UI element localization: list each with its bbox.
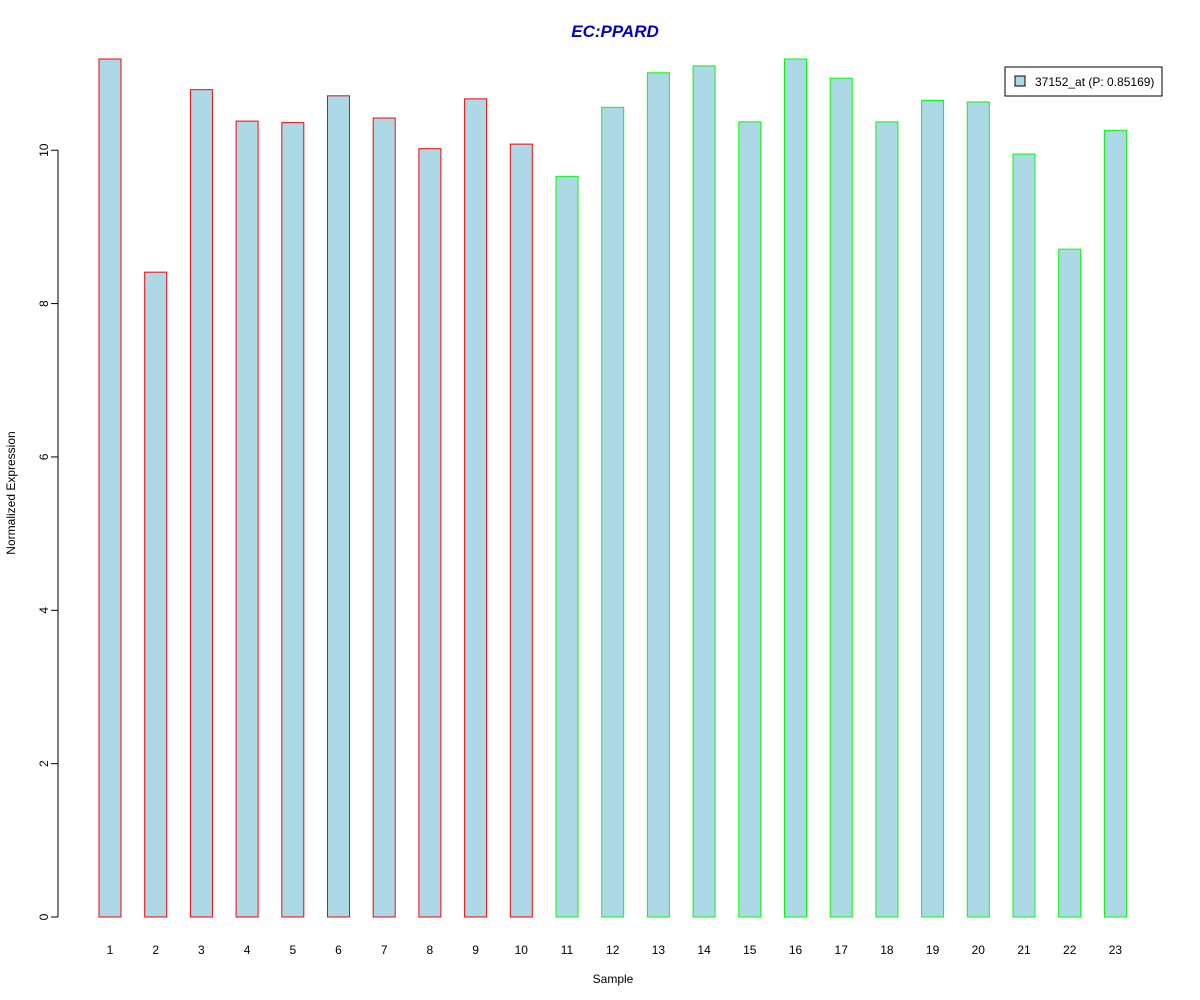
x-tick-label: 2	[152, 943, 159, 957]
bar-sample-17	[829, 77, 853, 918]
bar-sample-12	[601, 106, 625, 918]
x-tick-label: 17	[835, 943, 849, 957]
x-tick-label: 11	[561, 943, 574, 957]
bar-sample-6	[327, 95, 350, 918]
x-tick-label: 14	[697, 943, 711, 957]
x-tick-label: 1	[107, 943, 114, 957]
bar-sample-5	[281, 122, 305, 918]
y-tick-label: 8	[37, 300, 51, 307]
x-axis: 1 2 3 4 5 6 7 8 9 10 11 12 13 14 15 16 17 18 19 20 21 22 23	[107, 943, 1123, 957]
y-tick-label: 10	[37, 143, 51, 157]
legend-swatch	[1014, 75, 1026, 87]
x-tick-label: 8	[427, 943, 434, 957]
x-tick-label: 18	[880, 943, 894, 957]
legend-entry-label: 37152_at (P: 0.85169)	[1035, 75, 1154, 89]
bar-sample-22	[1058, 248, 1082, 918]
bars-group	[98, 58, 1127, 918]
x-axis-label: Sample	[593, 972, 634, 986]
bar-sample-15	[738, 121, 762, 918]
bar-sample-3	[189, 89, 213, 918]
bar-sample-9	[464, 98, 488, 918]
y-axis: 0 2 4 6 8 10	[37, 143, 59, 920]
x-tick-label: 5	[289, 943, 296, 957]
bar-sample-4	[235, 120, 259, 918]
x-tick-label: 3	[198, 943, 205, 957]
x-tick-label: 22	[1063, 943, 1077, 957]
x-tick-label: 4	[244, 943, 251, 957]
x-tick-label: 15	[743, 943, 757, 957]
x-tick-label: 10	[515, 943, 529, 957]
y-tick-label: 0	[37, 913, 51, 920]
bar-sample-19	[921, 99, 945, 918]
bar-sample-23	[1103, 129, 1127, 918]
bar-sample-8	[418, 148, 442, 918]
legend-box	[1004, 66, 1163, 97]
bar-sample-13	[646, 72, 670, 918]
bar-sample-2	[144, 271, 168, 918]
y-tick-label: 2	[37, 760, 51, 767]
chart-title: EC:PPARD	[571, 22, 659, 41]
bar-sample-14	[692, 65, 716, 918]
x-tick-label: 12	[606, 943, 620, 957]
bar-sample-11	[555, 175, 579, 918]
x-tick-label: 16	[789, 943, 803, 957]
bar-sample-21	[1012, 153, 1036, 918]
x-tick-label: 20	[972, 943, 986, 957]
bar-sample-16	[784, 58, 807, 918]
x-tick-label: 13	[652, 943, 666, 957]
y-tick-label: 4	[37, 607, 51, 614]
y-axis-label: Normalized Expression	[4, 431, 18, 554]
x-tick-label: 23	[1109, 943, 1123, 957]
x-tick-label: 21	[1017, 943, 1031, 957]
y-tick-label: 6	[37, 453, 51, 460]
bar-sample-10	[509, 143, 533, 918]
x-tick-label: 6	[335, 943, 342, 957]
bar-sample-7	[372, 117, 396, 918]
bar-sample-20	[966, 101, 990, 918]
x-tick-label: 7	[381, 943, 388, 957]
bar-sample-1	[98, 58, 122, 918]
bar-sample-18	[875, 121, 899, 918]
x-tick-label: 9	[472, 943, 479, 957]
x-tick-label: 19	[926, 943, 940, 957]
legend: 37152_at (P: 0.85169)	[1004, 66, 1163, 97]
